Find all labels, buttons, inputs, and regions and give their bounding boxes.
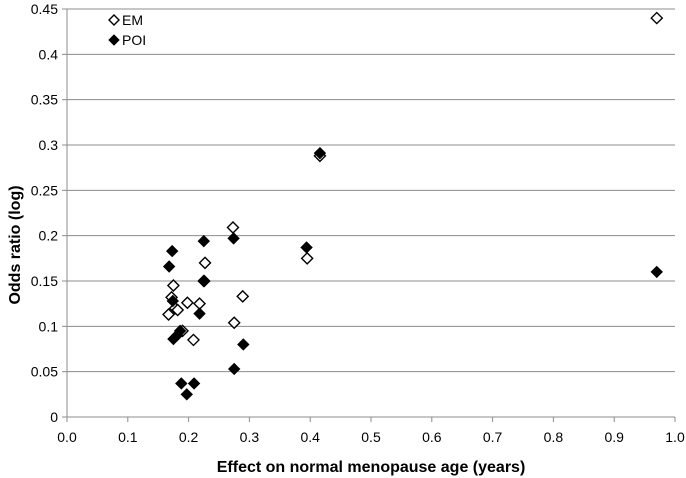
y-tick-label: 0.2	[39, 228, 59, 244]
point-em	[226, 221, 240, 234]
point-em	[300, 251, 314, 265]
y-axis-title: Odds ratio (log)	[7, 185, 24, 304]
legend-marker-em	[108, 14, 120, 26]
point-poi	[313, 146, 327, 160]
gridlines	[67, 8, 675, 373]
x-tick-label: 0.7	[483, 429, 503, 445]
y-tick-label: 0.15	[31, 273, 58, 289]
point-poi	[173, 324, 187, 338]
legend-label-poi: POI	[122, 32, 146, 48]
point-em	[236, 289, 250, 303]
x-tick-label: 0.2	[179, 429, 199, 445]
x-tick-label: 0.4	[300, 429, 320, 445]
point-em	[166, 279, 180, 293]
y-tick-label: 0	[50, 409, 58, 425]
x-tick-label: 0.0	[57, 429, 77, 445]
point-em	[180, 296, 194, 310]
x-tick-label: 1.0	[665, 429, 685, 445]
x-tick-label: 0.3	[240, 429, 260, 445]
data-points	[162, 11, 664, 401]
point-em	[198, 256, 212, 270]
point-poi	[650, 265, 663, 279]
point-poi	[227, 362, 241, 376]
y-tick-label: 0.45	[31, 1, 58, 17]
point-poi	[193, 307, 206, 320]
point-poi	[180, 388, 193, 401]
y-tick-label: 0.3	[39, 137, 59, 153]
y-tick-labels: 0 0.05 0.1 0.15 0.2 0.25 0.3 0.35 0.4 0.45	[31, 1, 58, 425]
legend-label-em: EM	[122, 12, 143, 28]
point-poi	[300, 241, 313, 254]
point-poi	[187, 377, 201, 390]
x-axis-title: Effect on normal menopause age (years)	[217, 459, 526, 476]
x-tick-label: 0.9	[604, 429, 624, 445]
point-poi	[175, 377, 188, 390]
x-tick-label: 0.6	[422, 429, 442, 445]
y-tick-label: 0.1	[39, 318, 59, 334]
point-poi	[165, 244, 179, 258]
x-tick-labels: 0.0 0.1 0.2 0.3 0.4 0.5 0.6 0.7 0.8 0.9 1.0	[57, 429, 685, 445]
x-tick-label: 0.8	[544, 429, 564, 445]
point-em	[650, 11, 664, 25]
y-tick-label: 0.25	[31, 182, 58, 198]
x-tick-label: 0.5	[361, 429, 381, 445]
point-poi	[162, 260, 176, 273]
point-em	[162, 308, 176, 322]
point-em	[227, 316, 241, 330]
point-poi	[227, 232, 240, 245]
point-poi	[198, 274, 211, 288]
legend-marker-poi	[108, 34, 120, 46]
point-em	[186, 333, 200, 347]
y-tick-label: 0.4	[39, 46, 59, 62]
y-tick-label: 0.05	[31, 364, 58, 380]
legend: EM POI	[108, 12, 146, 48]
point-poi	[237, 338, 250, 351]
y-tick-label: 0.35	[31, 92, 58, 108]
point-poi	[166, 294, 179, 308]
axes	[62, 8, 676, 422]
x-tick-label: 0.1	[118, 429, 138, 445]
point-em	[171, 303, 185, 317]
point-poi	[197, 234, 211, 248]
